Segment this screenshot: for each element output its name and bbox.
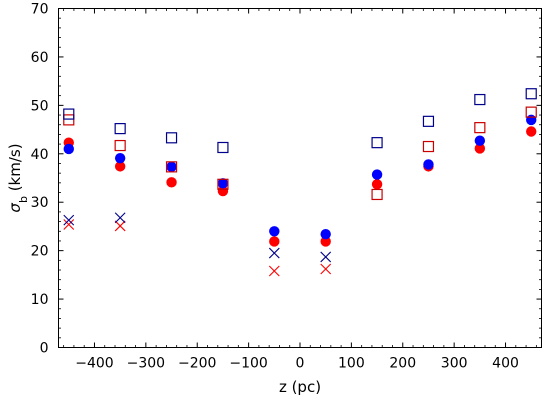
x-tick-label: −400 [75, 356, 113, 372]
data-point-circle [269, 236, 280, 247]
y-axis-label-unit: (km/s) [6, 143, 24, 196]
data-point-square [422, 140, 435, 153]
y-tick-label: 30 [31, 195, 49, 211]
data-point-square [474, 93, 486, 106]
data-markers [63, 88, 537, 277]
y-axis-label: σb (km/s) [6, 143, 30, 212]
x-tick-label: −200 [178, 356, 216, 372]
data-point-cross [114, 220, 126, 232]
data-point-circle [269, 226, 280, 237]
data-point-square [422, 115, 435, 127]
major-ticks [58, 8, 542, 348]
y-tick-label: 20 [31, 244, 49, 260]
data-point-circle [166, 161, 177, 173]
y-axis-label-subscript: b [17, 196, 30, 203]
data-point-cross [114, 212, 126, 224]
y-axis-label-symbol: σ [6, 203, 24, 213]
data-point-cross [268, 265, 280, 277]
data-point-circle [320, 236, 331, 247]
data-point-cross [268, 247, 280, 259]
x-tick-label: 100 [338, 356, 365, 372]
y-tick-label: 10 [31, 292, 49, 308]
x-tick-label: 200 [389, 356, 416, 372]
data-point-square [525, 106, 537, 118]
y-tick-label: 0 [40, 341, 49, 357]
data-point-circle [526, 126, 537, 137]
data-point-square [114, 139, 126, 152]
data-point-circle [217, 178, 229, 189]
data-point-cross [63, 214, 75, 226]
x-tick-label: 0 [296, 356, 305, 372]
data-point-circle [371, 169, 383, 180]
data-point-square [63, 108, 75, 120]
data-point-circle [114, 161, 126, 172]
x-tick-label: 300 [441, 356, 468, 372]
data-point-circle [474, 135, 486, 146]
data-point-square [114, 123, 126, 135]
data-point-cross [63, 219, 75, 230]
data-point-circle [63, 143, 74, 155]
y-tick-label: 70 [31, 2, 49, 18]
data-point-square [217, 141, 229, 154]
data-point-circle [371, 179, 383, 190]
x-tick-label: −100 [229, 356, 267, 372]
data-point-circle [114, 152, 126, 164]
x-tick-label: 400 [492, 356, 519, 372]
data-point-circle [423, 159, 434, 170]
tick-labels: −400 −300 −200 −100 0 100 200 300 400 0 10 20 30 40 50… [31, 2, 519, 372]
data-point-square [165, 161, 178, 173]
minor-ticks [58, 8, 542, 348]
data-point-cross [320, 251, 332, 263]
data-point-square [525, 88, 537, 100]
data-point-square [371, 137, 383, 149]
x-tick-label: −300 [127, 356, 165, 372]
y-tick-label: 60 [31, 50, 49, 66]
data-point-square [63, 114, 75, 126]
data-point-circle [320, 228, 331, 240]
data-point-square [371, 188, 383, 201]
x-axis-label: z (pc) [279, 378, 321, 396]
data-point-circle [217, 185, 229, 197]
plot-frame [58, 8, 542, 348]
data-point-square [217, 178, 229, 190]
y-tick-label: 40 [31, 147, 49, 163]
data-point-cross [320, 263, 332, 275]
data-point-circle [166, 177, 177, 188]
data-point-square [474, 122, 486, 134]
data-point-square [165, 132, 178, 144]
data-point-circle [526, 114, 537, 126]
y-tick-label: 50 [31, 98, 49, 114]
data-point-circle [474, 143, 486, 154]
